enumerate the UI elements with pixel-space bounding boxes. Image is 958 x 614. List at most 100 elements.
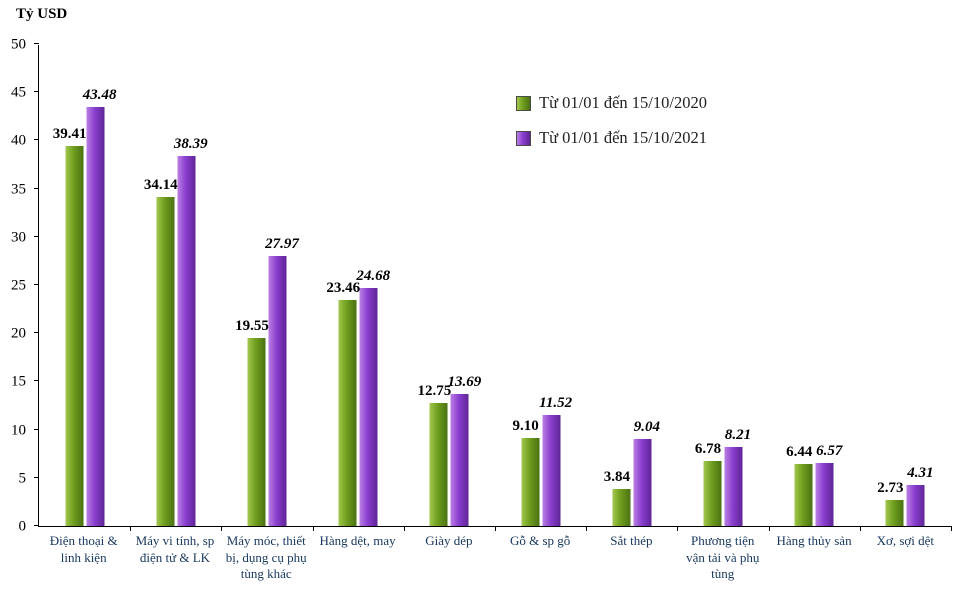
legend-item-2020: Từ 01/01 đến 15/10/2020: [516, 93, 707, 113]
category-label: Điện thoại & linh kiện: [49, 533, 118, 565]
y-tick-label: 35: [11, 181, 26, 198]
y-axis-labels: 0 5 10 15 20 25 30 35 40 45 50: [0, 37, 34, 534]
category-axis: Điện thoại & linh kiện Máy vi tính, sp đi…: [38, 531, 951, 583]
bar-pair: [521, 414, 561, 526]
bar-2020: [612, 489, 631, 526]
y-tick-label: 25: [11, 277, 26, 294]
legend-swatch: [516, 130, 531, 146]
bar-value-label-2021: 6.57: [816, 442, 843, 459]
y-tick-mark: [34, 91, 39, 93]
x-tick-mark: [677, 526, 679, 531]
y-tick-label: 10: [11, 422, 26, 439]
legend-label: Từ 01/01 đến 15/10/2020: [539, 93, 707, 112]
legend-label: Từ 01/01 đến 15/10/2021: [539, 128, 707, 147]
bar-value-label-2020: 6.44: [786, 443, 813, 460]
bar-group: 34.14 38.39: [130, 45, 221, 526]
y-axis-title: Tỷ USD: [16, 6, 68, 22]
bar-value-label-2020: 12.75: [417, 383, 452, 400]
bar-pair: [247, 256, 287, 526]
y-tick-mark: [34, 380, 39, 382]
bar-value-label-2021: 4.31: [907, 464, 934, 481]
bar-2021: [724, 446, 743, 526]
bar-2021: [450, 394, 469, 526]
bar-2020: [65, 146, 84, 526]
bar-value-label-2021: 9.04: [633, 418, 660, 435]
bar-group: 12.75 13.69: [404, 45, 495, 526]
y-tick-mark: [34, 284, 39, 285]
y-tick-mark: [34, 235, 39, 237]
bar-pair: [612, 438, 652, 526]
x-tick-mark: [403, 526, 405, 531]
bar-2020: [429, 403, 448, 526]
bar-pair: [703, 446, 743, 526]
bar-pair: [794, 462, 834, 526]
x-tick-mark: [768, 526, 770, 531]
category-label: Gỗ & sp gỗ: [509, 533, 571, 548]
bar-value-label-2020: 34.14: [143, 176, 178, 193]
bar-group: 39.41 43.48: [39, 45, 130, 526]
y-tick-mark: [34, 476, 39, 478]
bar-pair: [338, 288, 378, 526]
y-tick-mark: [34, 428, 39, 430]
bar-2020: [794, 463, 813, 526]
bar-value-label-2021: 43.48: [82, 86, 117, 103]
bar-2020: [885, 499, 904, 526]
y-tick-mark: [34, 525, 39, 526]
category-label: Xơ, sợi dệt: [876, 533, 935, 548]
bars-row: 39.41 43.48 34.14 38.39 19.55 27.97 23.46 24.68…: [39, 45, 951, 526]
legend-item-2021: Từ 01/01 đến 15/10/2021: [516, 128, 707, 148]
y-tick-label: 15: [11, 373, 26, 390]
bar-group: 6.44 6.57: [769, 45, 860, 526]
bar-value-label-2020: 9.10: [512, 418, 539, 435]
category-label: Giày dép: [425, 533, 473, 548]
x-tick-mark: [312, 526, 314, 531]
x-tick-mark: [586, 526, 588, 531]
bar-group: 2.73 4.31: [860, 45, 951, 526]
bar-value-label-2020: 2.73: [877, 479, 904, 496]
plot-area: 39.41 43.48 34.14 38.39 19.55 27.97 23.46 24.68…: [34, 43, 952, 531]
category-label: Sắt thép: [610, 533, 653, 548]
category-label: Hàng dệt, may: [319, 533, 396, 548]
bar-2020: [156, 196, 175, 526]
y-tick-mark: [34, 332, 39, 334]
bar-value-label-2021: 13.69: [447, 374, 482, 390]
x-tick-mark: [130, 526, 132, 531]
bar-value-label-2020: 39.41: [52, 126, 87, 143]
bar-value-label-2020: 19.55: [235, 317, 269, 334]
y-tick-label: 0: [18, 518, 27, 535]
bar-group: 6.78 8.21: [677, 45, 768, 526]
bar-2021: [906, 484, 925, 526]
x-tick-mark: [859, 526, 861, 531]
bar-value-label-2021: 24.68: [356, 268, 391, 285]
x-tick-mark: [951, 526, 952, 531]
category-label: Phương tiện vận tải và phụ tùng: [686, 533, 760, 582]
x-tick-mark: [495, 526, 496, 531]
y-tick-mark: [34, 139, 39, 141]
bar-2020: [703, 460, 722, 526]
bar-value-label-2020: 23.46: [326, 279, 361, 296]
bar-value-label-2021: 11.52: [539, 394, 573, 411]
x-tick-mark: [221, 526, 223, 531]
bar-pair: [429, 394, 469, 526]
bar-2020: [338, 299, 357, 526]
bar-pair: [156, 155, 196, 526]
category-label: Hàng thủy sản: [776, 533, 852, 548]
bar-value-label-2021: 27.97: [265, 236, 299, 253]
bar-value-label-2021: 38.39: [173, 135, 208, 152]
bar-group: 23.46 24.68: [313, 45, 404, 526]
y-tick-label: 5: [18, 470, 27, 487]
y-tick-label: 50: [11, 36, 26, 53]
bar-2021: [177, 155, 196, 526]
legend: Từ 01/01 đến 15/10/2020 Từ 01/01 đến 15/…: [516, 93, 707, 148]
bar-2021: [815, 462, 834, 526]
y-tick-label: 40: [11, 132, 26, 149]
bar-pair: [65, 106, 105, 526]
bar-2021: [86, 106, 105, 526]
y-tick-mark: [34, 43, 39, 44]
bar-pair: [885, 484, 925, 526]
bar-2020: [521, 438, 540, 526]
y-tick-mark: [34, 187, 39, 189]
bar-2021: [268, 256, 287, 526]
bar-2020: [247, 337, 266, 526]
